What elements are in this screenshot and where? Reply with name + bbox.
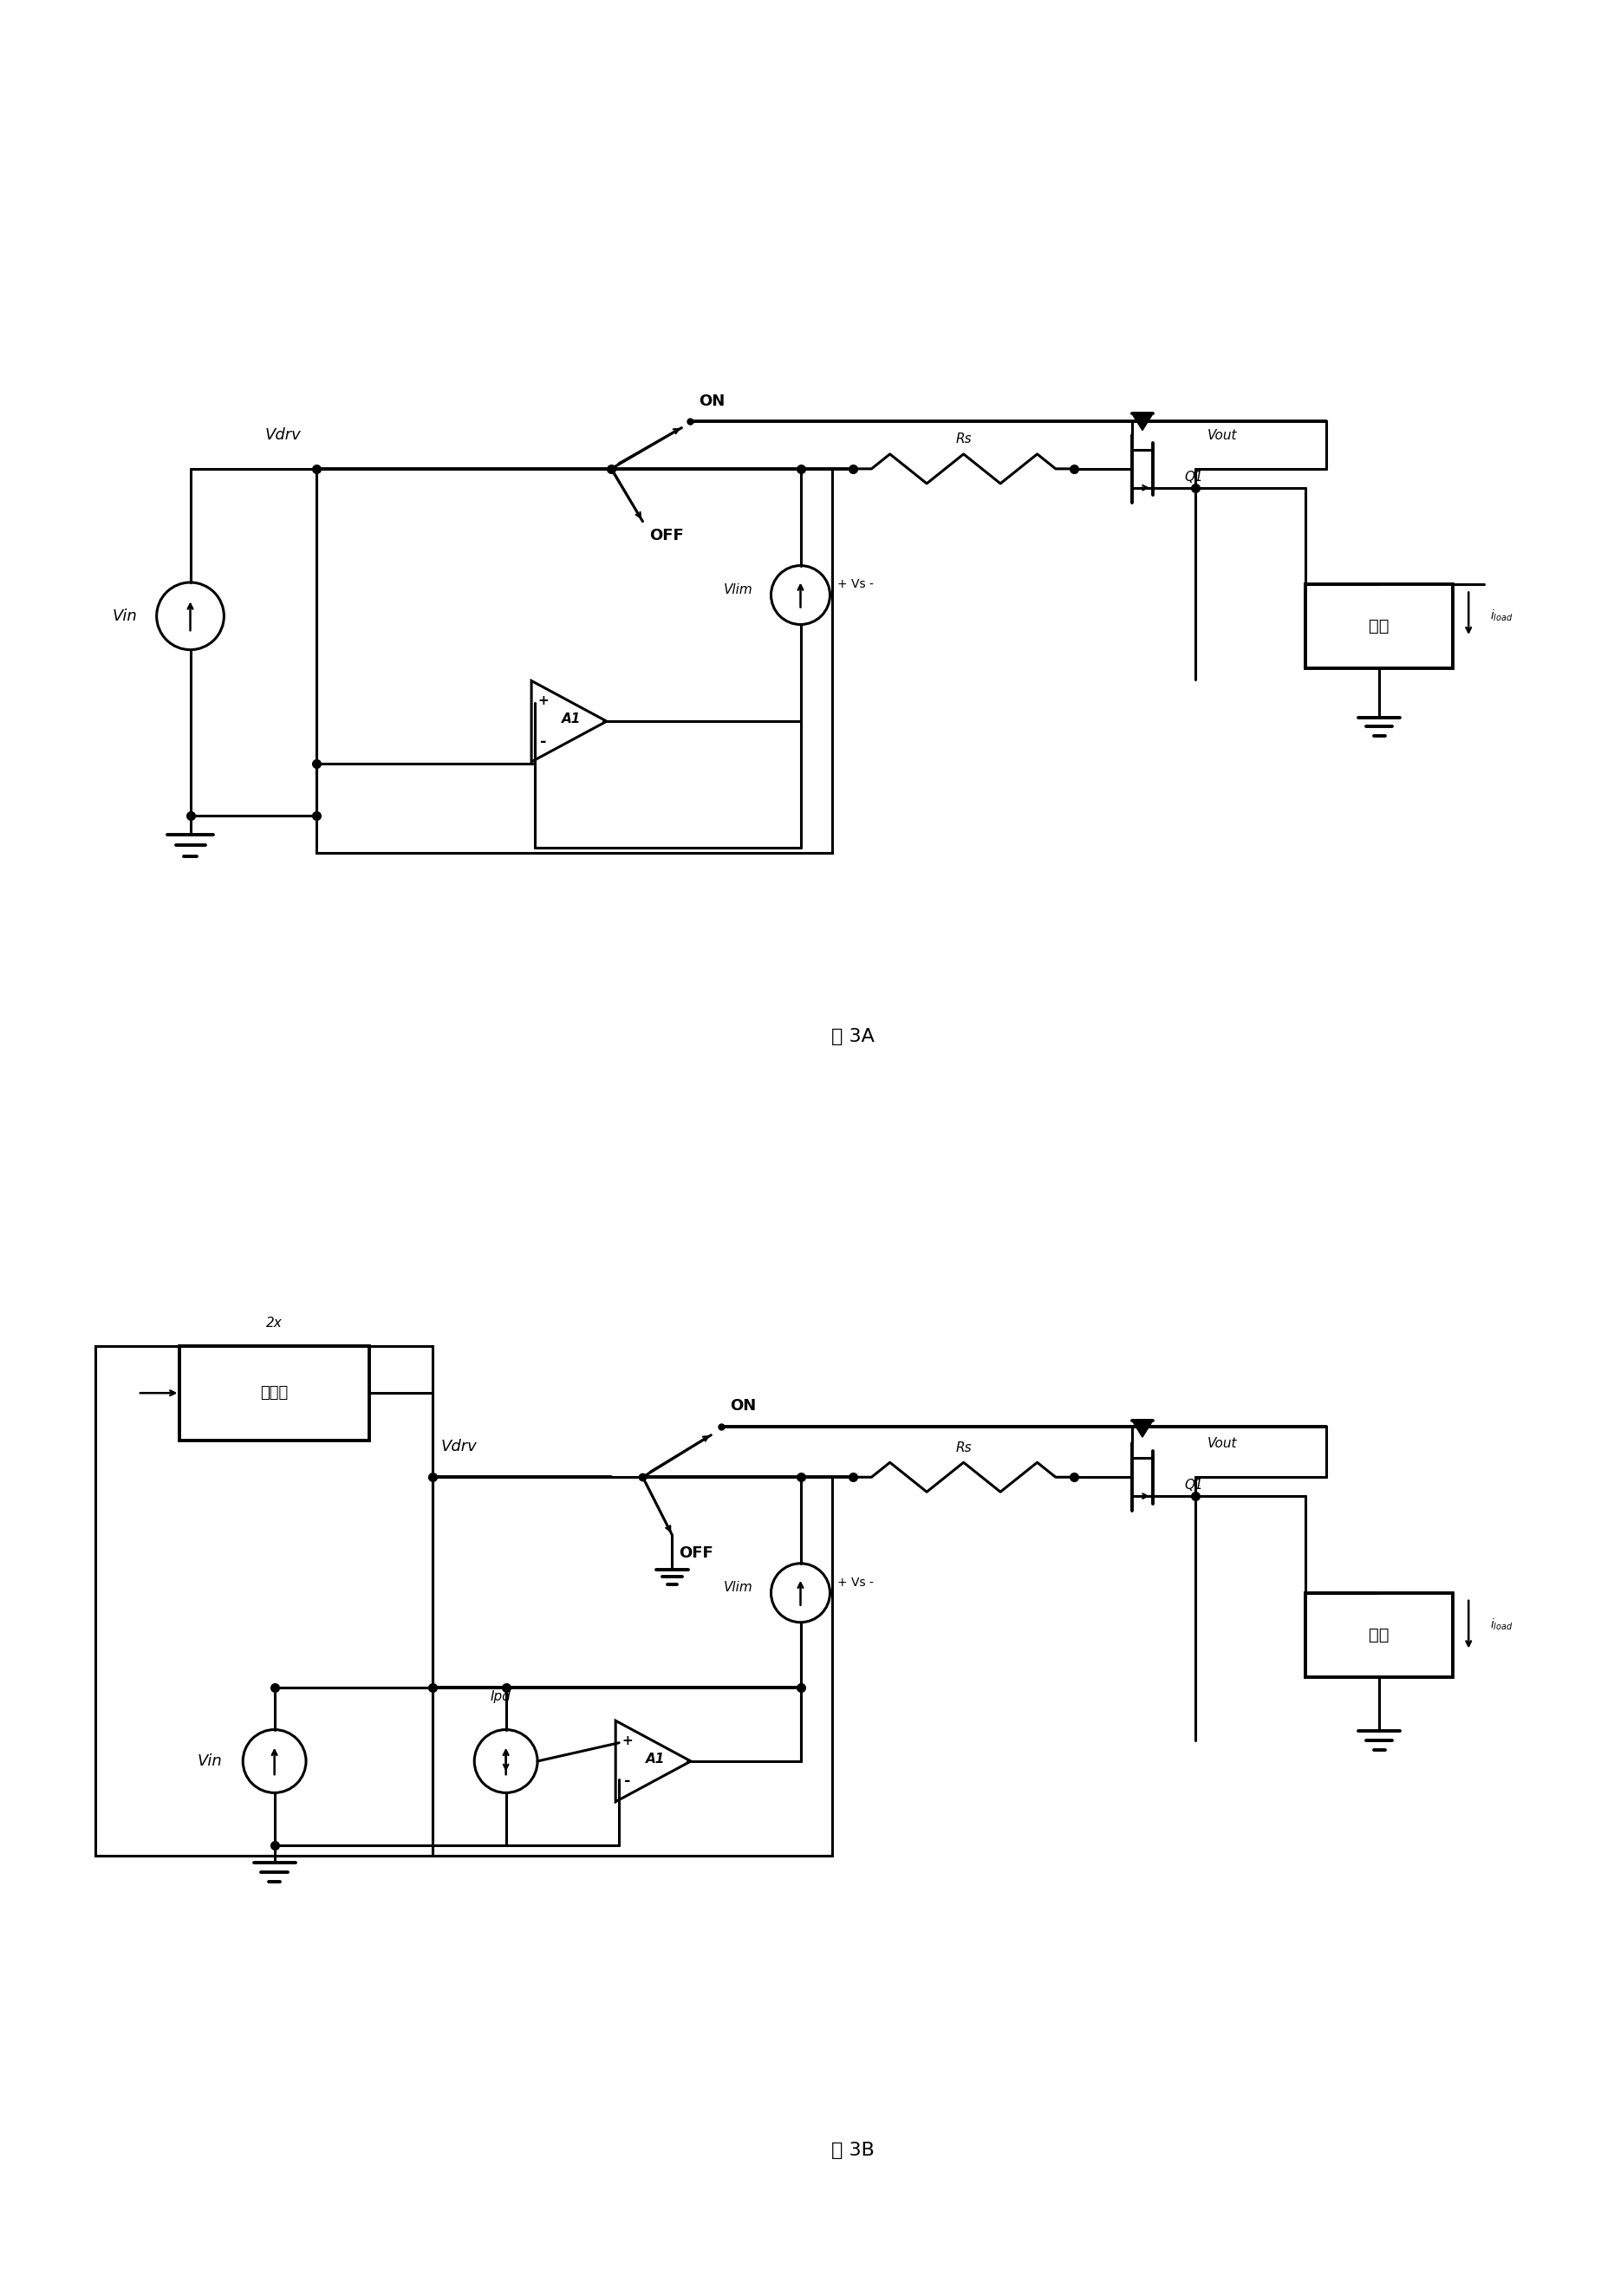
Text: +: + bbox=[621, 1733, 632, 1747]
Text: -: - bbox=[540, 735, 546, 748]
Text: ON: ON bbox=[730, 1398, 756, 1414]
Text: 负载: 负载 bbox=[1369, 1628, 1390, 1644]
Text: 电荷泵: 电荷泵 bbox=[261, 1384, 288, 1401]
Bar bbox=[1305, 585, 1452, 668]
Text: -: - bbox=[624, 1773, 631, 1789]
Text: + Vs -: + Vs - bbox=[837, 579, 874, 590]
Text: Vdrv: Vdrv bbox=[264, 427, 301, 443]
Text: 负载: 负载 bbox=[1369, 618, 1390, 634]
Text: + Vs -: + Vs - bbox=[837, 1577, 874, 1589]
Text: OFF: OFF bbox=[648, 528, 684, 544]
Text: Rs: Rs bbox=[956, 1442, 972, 1453]
Bar bbox=[179, 1345, 370, 1440]
Bar bbox=[432, 1476, 833, 1855]
Text: ON: ON bbox=[698, 393, 725, 409]
Text: Vlim: Vlim bbox=[724, 1582, 752, 1593]
Text: Rs: Rs bbox=[956, 432, 972, 445]
Text: $i_{load}$: $i_{load}$ bbox=[1489, 1616, 1513, 1632]
Polygon shape bbox=[1132, 413, 1153, 429]
Text: Vdrv: Vdrv bbox=[440, 1437, 477, 1453]
Text: Ipd: Ipd bbox=[490, 1690, 511, 1704]
Text: Vin: Vin bbox=[197, 1754, 223, 1768]
Text: 图 3B: 图 3B bbox=[831, 2142, 874, 2158]
Text: A1: A1 bbox=[562, 712, 581, 726]
Text: $i_{load}$: $i_{load}$ bbox=[1489, 608, 1513, 625]
Text: Vlim: Vlim bbox=[724, 583, 752, 597]
Text: Q1: Q1 bbox=[1185, 1479, 1204, 1492]
Text: A1: A1 bbox=[645, 1752, 664, 1766]
Text: 2x: 2x bbox=[266, 1318, 283, 1329]
Text: OFF: OFF bbox=[679, 1545, 712, 1561]
Text: Q1: Q1 bbox=[1185, 471, 1204, 484]
Polygon shape bbox=[1132, 1421, 1153, 1437]
Text: Vout: Vout bbox=[1207, 429, 1238, 441]
Text: Vin: Vin bbox=[112, 608, 138, 625]
Text: 图 3A: 图 3A bbox=[831, 1029, 874, 1045]
Bar bbox=[317, 468, 833, 852]
Bar bbox=[96, 1345, 432, 1855]
Bar bbox=[1305, 1593, 1452, 1676]
Text: +: + bbox=[538, 693, 549, 707]
Text: Vout: Vout bbox=[1207, 1437, 1238, 1451]
